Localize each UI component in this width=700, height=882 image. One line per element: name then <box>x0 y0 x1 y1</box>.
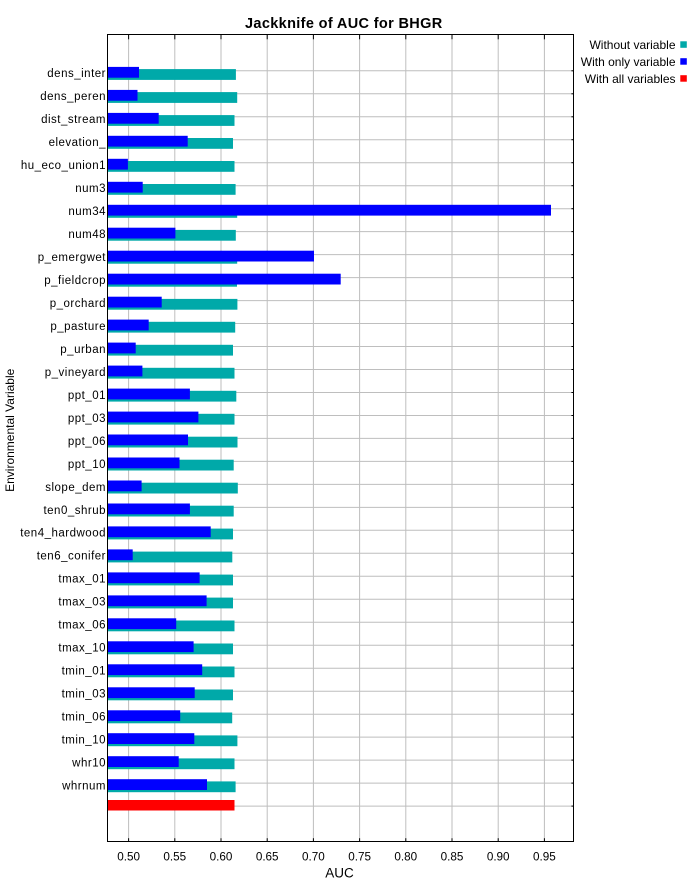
svg-text:0.65: 0.65 <box>256 850 279 863</box>
svg-text:ten4_hardwood: ten4_hardwood <box>20 528 106 540</box>
svg-text:tmax_03: tmax_03 <box>58 597 106 609</box>
svg-text:tmin_01: tmin_01 <box>62 666 106 678</box>
svg-text:elevation_: elevation_ <box>49 137 107 149</box>
svg-text:0.75: 0.75 <box>348 850 371 863</box>
svg-text:0.95: 0.95 <box>533 850 556 863</box>
svg-text:slope_dem: slope_dem <box>45 482 106 494</box>
svg-text:dist_stream: dist_stream <box>41 114 106 126</box>
svg-text:dens_peren: dens_peren <box>40 91 106 103</box>
svg-text:0.55: 0.55 <box>163 850 186 863</box>
svg-text:With all variables: With all variables <box>585 72 676 86</box>
svg-text:tmin_10: tmin_10 <box>62 735 106 747</box>
svg-text:0.85: 0.85 <box>441 850 464 863</box>
svg-text:0.70: 0.70 <box>302 850 325 863</box>
svg-text:p_orchard: p_orchard <box>50 298 106 310</box>
svg-text:With only variable: With only variable <box>581 55 676 69</box>
svg-text:tmax_10: tmax_10 <box>58 643 106 655</box>
svg-text:tmin_06: tmin_06 <box>62 712 106 724</box>
svg-text:hu_eco_union1: hu_eco_union1 <box>21 160 106 172</box>
svg-text:Environmental Variable: Environmental Variable <box>3 368 17 492</box>
svg-text:0.80: 0.80 <box>394 850 417 863</box>
svg-text:whr10: whr10 <box>71 758 106 770</box>
svg-text:whrnum: whrnum <box>61 781 106 793</box>
svg-text:num34: num34 <box>68 206 106 218</box>
svg-text:tmax_06: tmax_06 <box>58 620 106 632</box>
svg-text:ppt_03: ppt_03 <box>68 413 106 425</box>
svg-text:p_fieldcrop: p_fieldcrop <box>44 275 106 287</box>
svg-text:p_urban: p_urban <box>60 344 106 356</box>
svg-text:AUC: AUC <box>325 865 354 880</box>
svg-text:Jackknife of AUC for BHGR: Jackknife of AUC for BHGR <box>245 16 443 32</box>
svg-text:p_emergwet: p_emergwet <box>38 252 107 264</box>
svg-text:0.50: 0.50 <box>117 850 140 863</box>
svg-text:dens_inter: dens_inter <box>47 68 106 80</box>
svg-text:ten0_shrub: ten0_shrub <box>43 505 106 517</box>
svg-text:p_vineyard: p_vineyard <box>45 367 106 379</box>
svg-text:ten6_conifer: ten6_conifer <box>37 551 106 563</box>
svg-text:0.90: 0.90 <box>487 850 510 863</box>
svg-text:num3: num3 <box>75 183 106 195</box>
svg-text:p_pasture: p_pasture <box>50 321 106 333</box>
svg-text:ppt_06: ppt_06 <box>68 436 106 448</box>
svg-text:ppt_01: ppt_01 <box>68 390 106 402</box>
svg-text:0.60: 0.60 <box>210 850 233 863</box>
svg-text:Without variable: Without variable <box>589 38 675 52</box>
svg-text:tmax_01: tmax_01 <box>58 574 106 586</box>
svg-text:tmin_03: tmin_03 <box>62 689 106 701</box>
svg-text:num48: num48 <box>68 229 106 241</box>
svg-text:ppt_10: ppt_10 <box>68 459 106 471</box>
